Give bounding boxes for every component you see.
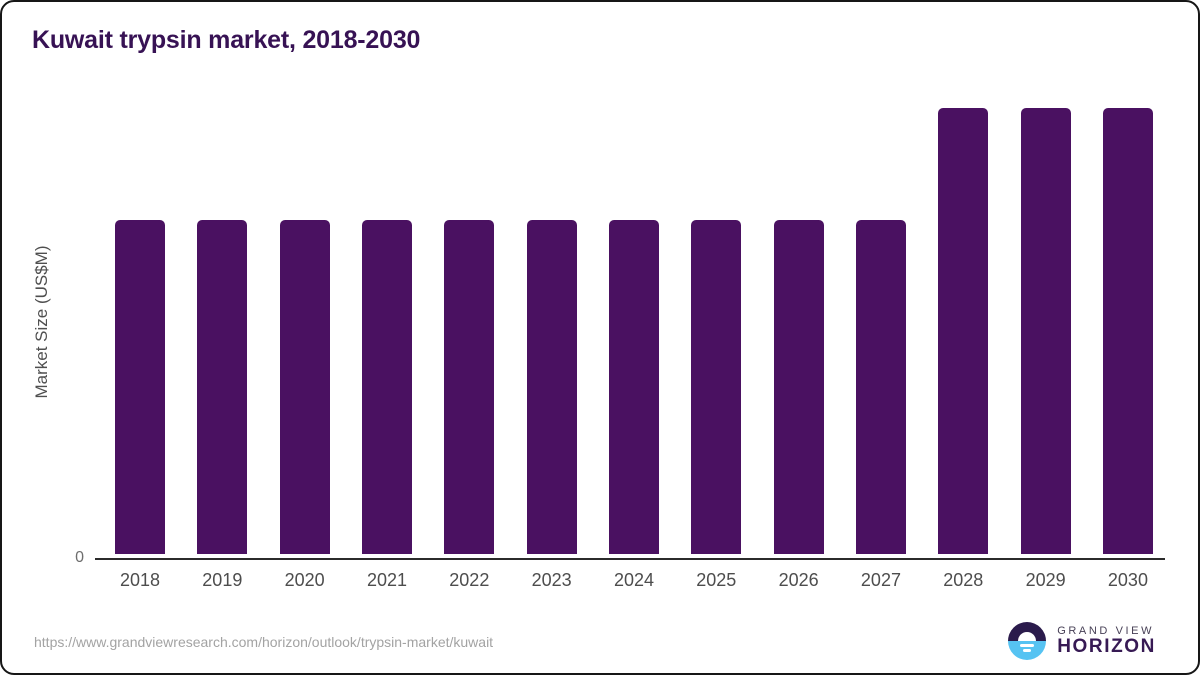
x-tick-2026: 2026 <box>778 570 819 590</box>
bar-2030 <box>1102 108 1153 554</box>
x-tick-2023: 2023 <box>531 570 572 590</box>
bar-2018 <box>115 219 165 554</box>
bar-2021 <box>361 219 412 554</box>
x-tick-2027: 2027 <box>860 570 901 590</box>
bar-2024 <box>608 219 659 554</box>
logo-brand-name: GRAND VIEW <box>1057 624 1155 637</box>
x-tick-2028: 2028 <box>943 570 984 590</box>
x-tick-2025: 2025 <box>696 570 737 590</box>
x-tick-2018: 2018 <box>119 570 161 590</box>
bar-2029 <box>1020 108 1071 554</box>
bar-2026 <box>773 219 824 554</box>
x-tick-2021: 2021 <box>366 570 407 590</box>
source-url: https://www.grandviewresearch.com/horizo… <box>34 634 494 650</box>
x-tick-2029: 2029 <box>1025 570 1066 590</box>
bar-2025 <box>691 219 742 554</box>
x-tick-2024: 2024 <box>613 570 654 590</box>
bar-2019 <box>197 219 248 554</box>
y-axis-title: Market Size (US$M) <box>32 245 51 399</box>
x-tick-2020: 2020 <box>284 570 325 590</box>
bar-2020 <box>279 219 330 554</box>
horizon-icon-reflection-1 <box>1020 643 1035 647</box>
bar-2028 <box>938 108 989 554</box>
x-axis-line <box>95 558 1165 560</box>
x-tick-2019: 2019 <box>202 570 243 590</box>
horizon-icon-sun <box>1018 632 1037 641</box>
horizon-icon-sky <box>1008 622 1047 641</box>
x-tick-2022: 2022 <box>449 570 490 590</box>
horizon-icon-reflection-2 <box>1023 649 1032 652</box>
y-tick-zero: 0 <box>75 549 84 566</box>
logo-product-name: HORIZON <box>1057 635 1156 657</box>
bar-2022 <box>444 219 495 554</box>
grand-view-horizon-logo: GRAND VIEW HORIZON <box>1008 622 1156 660</box>
logo-text: GRAND VIEW HORIZON <box>1057 625 1156 658</box>
chart-title: Kuwait trypsin market, 2018-2030 <box>32 26 421 54</box>
bars <box>97 108 1165 554</box>
x-tick-2030: 2030 <box>1107 570 1148 590</box>
bar-2027 <box>855 219 906 554</box>
x-axis-labels: 2018 2019 2020 2021 2022 2023 2024 2025 2026 2027… <box>97 570 1165 591</box>
bar-2023 <box>526 219 577 554</box>
horizon-sun-icon <box>1008 622 1047 660</box>
